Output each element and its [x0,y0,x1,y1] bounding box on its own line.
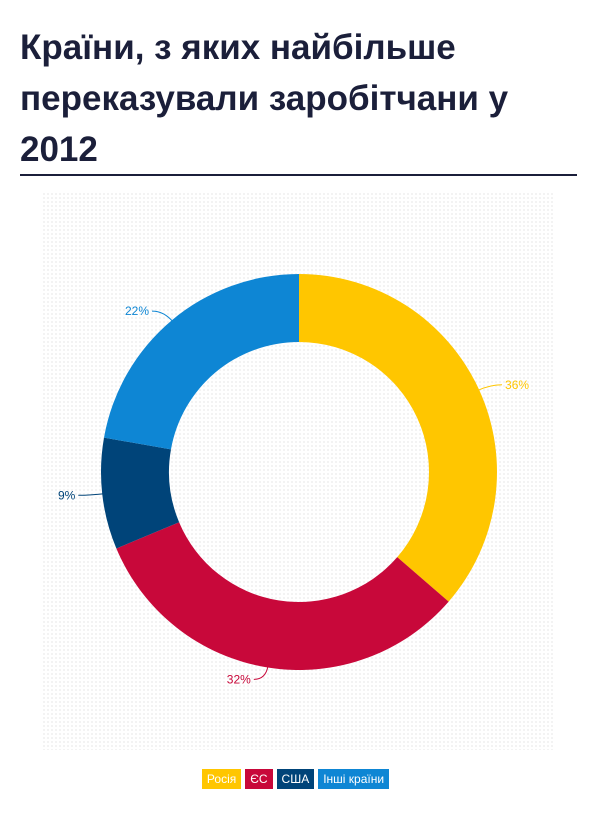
slice-label-3: 22% [125,304,149,318]
donut-slice-0 [299,274,497,602]
leader-line-3 [152,310,174,323]
legend-item-0: Росія [201,769,242,789]
donut-slice-2 [101,437,180,549]
legend-item-3: Інші країни [318,769,390,789]
donut-slice-1 [116,522,449,671]
leader-line-0 [477,384,503,392]
legend: Росія ЄС США Інші країни [0,769,591,789]
title-divider [20,174,577,176]
legend-item-2: США [276,769,315,789]
slice-label-2: 9% [58,488,76,502]
slice-label-1: 32% [227,672,251,686]
leader-line-2 [78,493,105,496]
donut-slice-3 [104,274,300,450]
leader-line-1 [253,665,269,680]
slice-label-0: 36% [505,378,529,392]
chart-title: Країни, з яких найбільше переказували за… [20,28,509,169]
legend-item-1: ЄС [245,769,273,789]
